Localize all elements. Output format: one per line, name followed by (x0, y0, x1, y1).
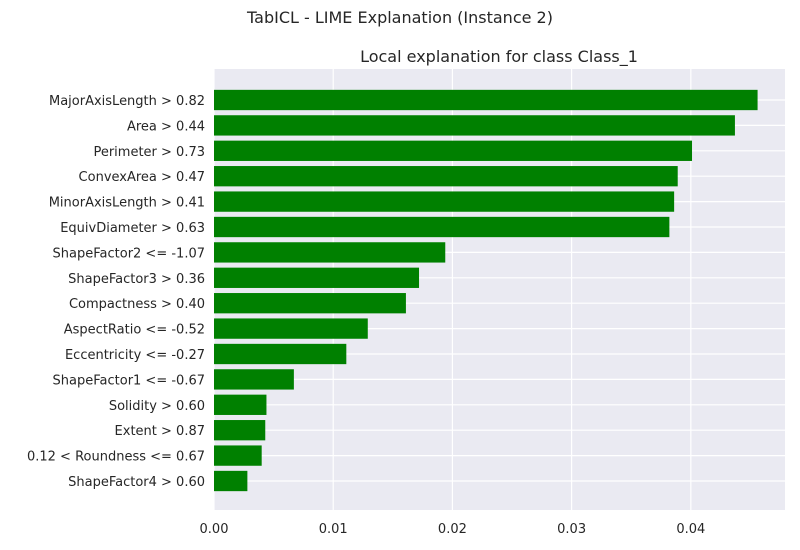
bar (214, 191, 675, 212)
y-tick-label: Solidity > 0.60 (109, 399, 205, 414)
bar (214, 267, 420, 288)
bar (214, 242, 446, 263)
bar (214, 420, 266, 441)
bar (214, 394, 267, 415)
bar (214, 89, 758, 111)
bar (214, 470, 248, 492)
y-tick-label: MajorAxisLength > 0.82 (49, 94, 205, 109)
x-tick-label: 0.00 (200, 522, 229, 537)
bar (214, 140, 693, 161)
y-tick-label: Area > 0.44 (127, 119, 205, 134)
y-tick-label: ShapeFactor1 <= -0.67 (53, 373, 205, 388)
chart-title: Local explanation for class Class_1 (360, 47, 638, 67)
x-tick-label: 0.04 (676, 522, 705, 537)
x-tick-label: 0.03 (557, 522, 586, 537)
y-tick-label: EquivDiameter > 0.63 (60, 221, 205, 236)
bar (214, 445, 262, 466)
y-tick-label: ShapeFactor4 > 0.60 (68, 475, 205, 490)
y-tick-label: Perimeter > 0.73 (93, 145, 205, 160)
bar (214, 293, 406, 314)
x-tick-label: 0.01 (319, 522, 348, 537)
bar (214, 369, 294, 390)
plot-area: 0.00 0.01 0.02 0.03 0.04 MajorAxisLength > 0.… (27, 69, 785, 537)
y-tick-label: ConvexArea > 0.47 (79, 170, 205, 185)
bar (214, 318, 368, 339)
bar (214, 216, 670, 238)
y-tick-label: 0.12 < Roundness <= 0.67 (27, 450, 205, 465)
y-tick-label: Compactness > 0.40 (69, 297, 205, 312)
y-tick-label: Eccentricity <= -0.27 (65, 348, 205, 363)
bar (214, 115, 735, 136)
y-tick-label: AspectRatio <= -0.52 (64, 323, 205, 338)
figure-suptitle: TabICL - LIME Explanation (Instance 2) (247, 8, 553, 27)
bar (214, 343, 347, 365)
x-tick-label: 0.02 (438, 522, 467, 537)
y-tick-label: MinorAxisLength > 0.41 (49, 196, 205, 211)
y-tick-label: ShapeFactor2 <= -1.07 (53, 246, 205, 261)
y-tick-label: ShapeFactor3 > 0.36 (68, 272, 205, 287)
bar (214, 166, 678, 187)
y-tick-label: Extent > 0.87 (115, 424, 205, 439)
